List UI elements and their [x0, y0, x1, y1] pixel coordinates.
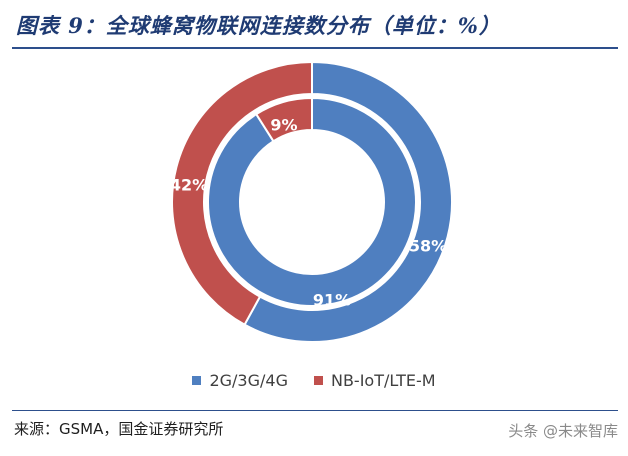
inner-ring-label-0: 91%: [313, 291, 351, 310]
watermark: 头条 @未来智库: [508, 422, 618, 440]
source-note: 来源：GSMA，国金证券研究所: [14, 420, 224, 438]
source-divider: [12, 410, 618, 411]
inner-ring-slice-0: [207, 96, 417, 307]
outer-ring-label-0: 58%: [409, 237, 447, 256]
donut-chart: 58% 42% 91% 9%: [170, 60, 453, 343]
legend-label-2g-3g-4g: 2G/3G/4G: [209, 371, 288, 390]
legend-item-2g-3g-4g: 2G/3G/4G: [192, 371, 288, 390]
chart-title: 图表 9：全球蜂窝物联网连接数分布（单位：%）: [16, 13, 501, 38]
outer-ring-slice-0: [243, 60, 453, 343]
outer-ring-label-1: 42%: [170, 176, 208, 195]
legend-label-nb-iot: NB-IoT/LTE-M: [330, 371, 436, 390]
title-divider: [12, 47, 618, 49]
inner-ring-label-1: 9%: [270, 116, 297, 135]
inner-ring-slice-1: [254, 96, 313, 143]
chart-legend: 2G/3G/4G NB-IoT/LTE-M: [0, 371, 628, 390]
legend-swatch-red: [313, 376, 323, 385]
outer-ring-slice-1: [171, 60, 313, 327]
legend-swatch-blue: [192, 376, 202, 385]
legend-item-nb-iot: NB-IoT/LTE-M: [313, 371, 436, 390]
